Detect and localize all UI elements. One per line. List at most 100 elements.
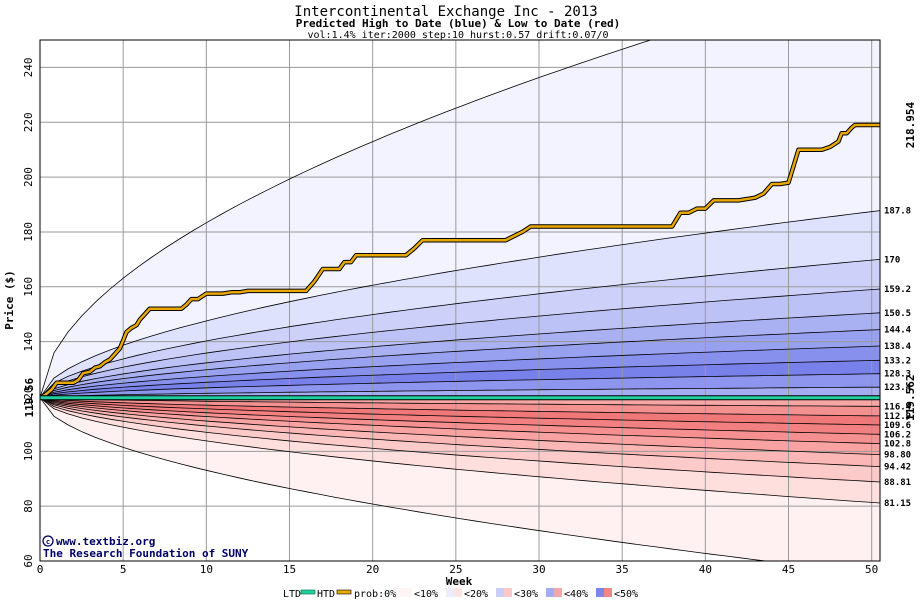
x-tick-label: 35 bbox=[616, 563, 629, 576]
band-end-label: 109.6 bbox=[884, 421, 911, 431]
legend-b50-label: <50% bbox=[614, 589, 638, 600]
band-end-label: 106.2 bbox=[884, 430, 911, 440]
legend-swatch-20-red bbox=[504, 588, 512, 597]
band-contour bbox=[40, 397, 880, 467]
y-tick-label: 80 bbox=[22, 500, 35, 513]
chart-title: Intercontinental Exchange Inc - 2013 bbox=[294, 4, 597, 20]
chart-subtitle: Predicted High to Date (blue) & Low to D… bbox=[296, 17, 621, 30]
band-contour bbox=[40, 312, 880, 399]
band-end-label: 88.81 bbox=[884, 478, 911, 488]
x-tick-label: 40 bbox=[699, 563, 712, 576]
band-contour bbox=[40, 40, 653, 398]
band-contour bbox=[40, 345, 880, 399]
svg-text:c: c bbox=[46, 538, 50, 546]
legend-b10-label: <10% bbox=[414, 589, 438, 600]
legend-swatch-20-blue bbox=[496, 588, 504, 597]
credit: c www.textbiz.org The Research Foundatio… bbox=[42, 535, 249, 560]
y-tick-label: 120 bbox=[22, 387, 35, 407]
band-contour bbox=[40, 397, 880, 417]
upper-band-9 bbox=[40, 387, 880, 398]
band-contour bbox=[40, 329, 880, 399]
x-tick-label: 0 bbox=[37, 563, 44, 576]
band-end-label: 116.4 bbox=[884, 402, 912, 412]
band-end-label: 112.9 bbox=[884, 412, 911, 422]
legend-ltd-swatch bbox=[300, 589, 316, 595]
legend-htd-label: HTD bbox=[317, 589, 335, 600]
band-end-label: 138.4 bbox=[884, 342, 912, 352]
band-contour bbox=[40, 210, 880, 398]
htd-line bbox=[40, 123, 880, 399]
x-tick-label: 5 bbox=[120, 563, 127, 576]
legend-swatch-40-blue bbox=[596, 588, 604, 597]
y-tick-label: 220 bbox=[22, 112, 35, 132]
x-tick-label: 10 bbox=[200, 563, 213, 576]
band-end-label: 94.42 bbox=[884, 463, 911, 473]
band-end-label: 128.3 bbox=[884, 370, 911, 380]
legend-prob-label: prob:0% bbox=[354, 589, 396, 600]
legend-ltd-label: LTD bbox=[283, 589, 301, 600]
chart-params: vol:1.4% iter:2000 step:10 hurst:0.57 dr… bbox=[307, 30, 608, 41]
legend-swatch-30-red bbox=[554, 588, 562, 597]
band-end-label: 102.8 bbox=[884, 440, 911, 450]
legend-swatch-40-red bbox=[604, 588, 612, 597]
band-contour bbox=[40, 386, 880, 399]
band-contour bbox=[40, 397, 880, 407]
y-tick-label: 160 bbox=[22, 277, 35, 297]
band-contour bbox=[40, 397, 880, 483]
band-end-label: 159.2 bbox=[884, 285, 911, 295]
x-tick-label: 15 bbox=[283, 563, 296, 576]
credit-org: The Research Foundation of SUNY bbox=[43, 547, 249, 560]
y-tick-label: 140 bbox=[22, 332, 35, 352]
copyright-icon bbox=[42, 535, 54, 547]
legend-swatch-10-red bbox=[454, 588, 462, 597]
band-end-label: 150.5 bbox=[884, 309, 911, 319]
band-contour bbox=[40, 259, 880, 398]
band-contour bbox=[40, 397, 880, 435]
legend-b40-label: <40% bbox=[564, 589, 588, 600]
band-end-labels: 123.4 128.3 133.2 138.4 144.4 150.5 159.2 170 18… bbox=[884, 207, 912, 509]
y-tick-labels: 60 80 100 120 140 160 180 200 220 240 bbox=[22, 57, 35, 567]
legend-b30-label: <30% bbox=[514, 589, 538, 600]
htd-end-label: 218.954 bbox=[904, 101, 917, 148]
band-end-label: 187.8 bbox=[884, 207, 911, 217]
band-end-label: 133.2 bbox=[884, 356, 911, 366]
legend-swatch-0 bbox=[396, 588, 412, 597]
legend-swatch-10-blue bbox=[446, 588, 454, 597]
band-end-label: 98.80 bbox=[884, 451, 911, 461]
legend-htd-swatch bbox=[336, 589, 352, 595]
band-contour bbox=[40, 397, 880, 504]
legend-swatch-30-blue bbox=[546, 588, 554, 597]
band-end-label: 144.4 bbox=[884, 326, 912, 336]
band-contour bbox=[40, 397, 880, 455]
band-contour bbox=[40, 397, 880, 426]
band-end-label: 170 bbox=[884, 255, 900, 265]
x-tick-label: 30 bbox=[532, 563, 545, 576]
y-tick-label: 240 bbox=[22, 57, 35, 77]
start-price-label: 119.56 bbox=[23, 377, 36, 417]
band-contour bbox=[40, 288, 880, 399]
band-end-label: 81.15 bbox=[884, 499, 911, 509]
x-tick-label: 20 bbox=[366, 563, 379, 576]
band-end-label: 123.4 bbox=[884, 383, 912, 393]
ltd-end-label: 119.562 bbox=[904, 375, 917, 421]
series-lines bbox=[40, 122, 880, 401]
band-contour bbox=[40, 397, 769, 561]
credit-url: www.textbiz.org bbox=[56, 535, 155, 548]
band-contour bbox=[40, 397, 880, 444]
y-tick-label: 200 bbox=[22, 167, 35, 187]
legend: LTD HTD prob:0% <10% <20% <30% <40% <50% bbox=[283, 588, 638, 600]
x-tick-label: 25 bbox=[449, 563, 462, 576]
y-tick-label: 180 bbox=[22, 222, 35, 242]
x-tick-label: 45 bbox=[782, 563, 795, 576]
y-axis-label: Price ($) bbox=[3, 270, 16, 330]
band-contour bbox=[40, 359, 880, 399]
band-contours bbox=[40, 40, 880, 561]
y-tick-label: 60 bbox=[22, 554, 35, 567]
x-tick-label: 50 bbox=[865, 563, 878, 576]
x-axis-label: Week bbox=[446, 575, 473, 588]
probability-bands bbox=[40, 40, 880, 561]
band-contour bbox=[40, 373, 880, 399]
x-tick-labels: 0 5 10 15 20 25 30 35 40 45 50 bbox=[37, 563, 879, 576]
y-tick-label: 100 bbox=[22, 441, 35, 461]
